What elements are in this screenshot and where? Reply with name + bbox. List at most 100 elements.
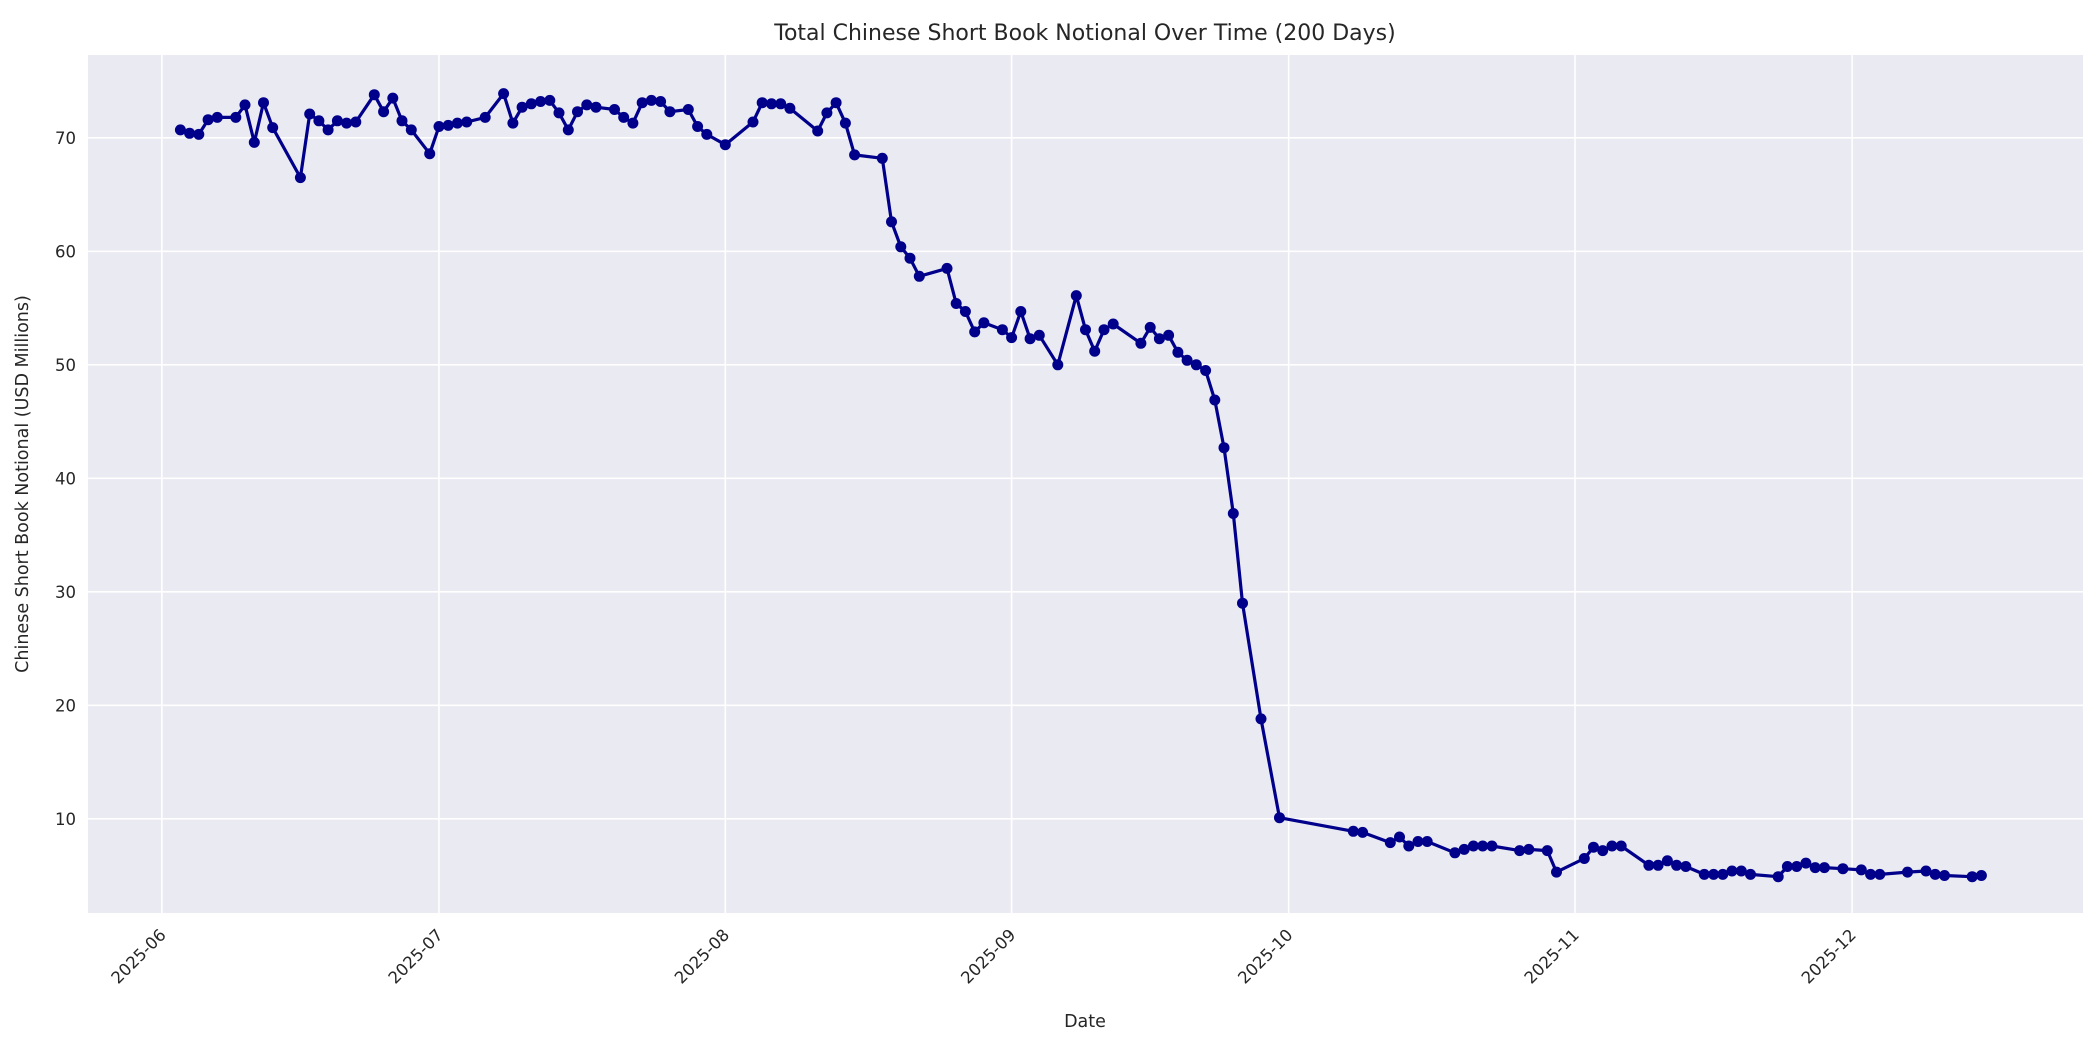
y-tick-label: 40 — [55, 469, 76, 488]
data-point-marker — [544, 94, 556, 106]
data-point-marker — [1190, 359, 1202, 371]
data-point-marker — [1541, 845, 1553, 857]
data-point-marker — [1726, 865, 1738, 877]
data-point-marker — [331, 115, 343, 127]
data-point-marker — [202, 114, 214, 126]
data-point-marker — [1467, 840, 1479, 852]
data-point-marker — [1855, 864, 1867, 876]
data-point-marker — [1966, 871, 1978, 883]
data-point-marker — [609, 104, 620, 115]
data-point-marker — [1394, 831, 1405, 843]
data-point-marker — [1597, 845, 1609, 857]
data-point-marker — [322, 124, 334, 136]
data-point-marker — [1200, 365, 1212, 376]
data-point-marker — [1874, 868, 1886, 880]
data-point-marker — [1920, 865, 1932, 877]
data-point-marker — [1449, 847, 1461, 859]
data-point-marker — [248, 136, 260, 148]
data-point-marker — [1006, 332, 1018, 344]
y-tick-label: 70 — [55, 129, 76, 148]
data-point-marker — [839, 117, 851, 129]
data-point-marker — [239, 99, 251, 111]
data-point-marker — [1357, 826, 1369, 838]
data-point-marker — [655, 96, 667, 107]
data-point-marker — [1717, 868, 1729, 880]
data-point-marker — [886, 216, 897, 228]
data-point-marker — [304, 108, 316, 120]
data-point-marker — [1080, 324, 1091, 336]
data-point-marker — [267, 122, 279, 134]
data-point-marker — [978, 317, 990, 329]
data-point-marker — [1477, 840, 1489, 852]
data-point-marker — [479, 111, 491, 123]
data-point-marker — [1024, 333, 1036, 345]
data-point-marker — [184, 127, 196, 139]
data-point-marker — [636, 97, 648, 109]
data-point-marker — [387, 92, 399, 104]
data-point-marker — [1661, 855, 1673, 867]
data-point-marker — [1735, 865, 1747, 877]
data-point-marker — [1652, 859, 1664, 871]
x-axis-label: Date — [1064, 1012, 1106, 1032]
data-point-marker — [396, 115, 408, 127]
data-point-marker — [525, 98, 537, 110]
data-point-marker — [876, 152, 888, 164]
y-tick-label: 20 — [55, 696, 76, 715]
data-point-marker — [1255, 713, 1267, 725]
data-point-marker — [1458, 843, 1470, 855]
data-point-marker — [664, 106, 676, 118]
data-point-marker — [1144, 321, 1156, 333]
data-point-marker — [461, 116, 473, 128]
y-tick-label: 30 — [55, 583, 76, 602]
data-point-marker — [1606, 840, 1618, 852]
data-series — [174, 88, 1987, 883]
data-point-marker — [498, 88, 510, 100]
data-point-marker — [627, 117, 639, 129]
y-axis-label: Chinese Short Book Notional (USD Million… — [13, 295, 33, 673]
data-point-marker — [1698, 868, 1710, 880]
data-point-marker — [1837, 863, 1849, 875]
data-point-marker — [1135, 337, 1147, 349]
data-point-marker — [1578, 853, 1590, 864]
data-point-marker — [1227, 508, 1239, 519]
data-point-marker — [1209, 394, 1221, 406]
data-point-marker — [1218, 442, 1230, 454]
data-point-marker — [1781, 861, 1793, 872]
y-tick-label: 50 — [55, 356, 76, 375]
data-point-marker — [1745, 868, 1756, 880]
data-point-marker — [719, 139, 731, 151]
data-point-marker — [1902, 866, 1913, 878]
data-point-marker — [1033, 329, 1045, 341]
data-point-marker — [451, 117, 463, 129]
data-point-marker — [562, 124, 574, 136]
data-point-marker — [941, 262, 953, 274]
data-point-marker — [350, 116, 362, 128]
data-point-marker — [368, 89, 380, 101]
gridlines — [88, 55, 2083, 913]
data-point-marker — [1791, 861, 1803, 872]
data-point-marker — [701, 128, 713, 140]
data-point-marker — [756, 97, 768, 109]
y-tick-label: 60 — [55, 242, 76, 261]
data-point-marker — [830, 97, 842, 109]
data-point-marker — [747, 116, 759, 128]
data-point-marker — [1098, 324, 1110, 336]
data-point-marker — [424, 148, 436, 160]
data-point-marker — [442, 119, 454, 131]
data-point-marker — [1107, 318, 1119, 330]
data-point-marker — [692, 121, 704, 132]
data-point-marker — [1403, 840, 1415, 852]
data-point-marker — [433, 121, 445, 132]
data-point-marker — [1929, 868, 1941, 880]
data-point-marker — [1523, 843, 1535, 855]
data-point-marker — [1015, 306, 1027, 317]
data-point-marker — [1181, 354, 1193, 366]
y-tick-label: 10 — [55, 810, 76, 829]
data-point-marker — [516, 101, 528, 113]
data-point-marker — [313, 115, 325, 127]
data-point-marker — [950, 298, 962, 309]
plot-area — [88, 55, 2083, 913]
data-point-marker — [1384, 837, 1396, 849]
data-point-marker — [784, 102, 796, 114]
